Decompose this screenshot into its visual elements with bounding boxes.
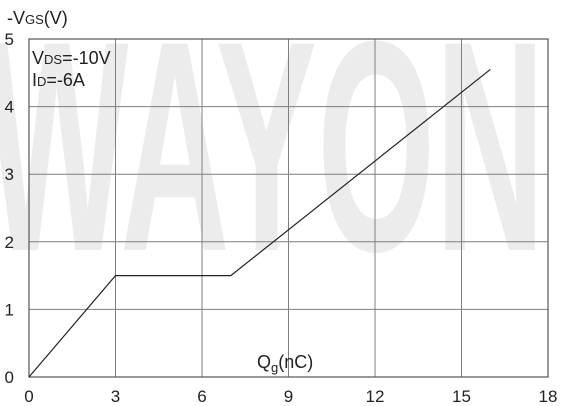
y-axis-label: -VGS(V) xyxy=(7,8,68,28)
chart-grid xyxy=(28,38,549,378)
y-axis-tick-labels: 0 1 2 3 4 5 xyxy=(5,30,14,387)
x-axis-tick-labels: 0 3 6 9 12 15 18 xyxy=(24,387,557,406)
x-tick-label: 12 xyxy=(366,387,385,406)
x-tick-label: 0 xyxy=(24,387,33,406)
x-tick-label: 9 xyxy=(284,387,293,406)
y-tick-label: 0 xyxy=(5,368,14,387)
y-tick-label: 1 xyxy=(5,300,14,319)
x-tick-label: 6 xyxy=(197,387,206,406)
x-tick-label: 3 xyxy=(111,387,120,406)
x-tick-label: 15 xyxy=(452,387,471,406)
chart-watermark: WAYON xyxy=(0,0,545,314)
chart-series xyxy=(28,68,491,378)
y-tick-label: 4 xyxy=(5,98,14,117)
x-axis-label: Qg(nC) xyxy=(257,352,313,375)
y-tick-label: 3 xyxy=(5,165,14,184)
condition-id: ID=-6A xyxy=(32,70,85,90)
y-tick-label: 2 xyxy=(5,233,14,252)
plot-frame xyxy=(28,38,549,378)
condition-vds: VDS=-10V xyxy=(32,48,111,68)
y-tick-label: 5 xyxy=(5,30,14,49)
gate-charge-curve xyxy=(28,68,491,378)
x-tick-label: 18 xyxy=(539,387,558,406)
